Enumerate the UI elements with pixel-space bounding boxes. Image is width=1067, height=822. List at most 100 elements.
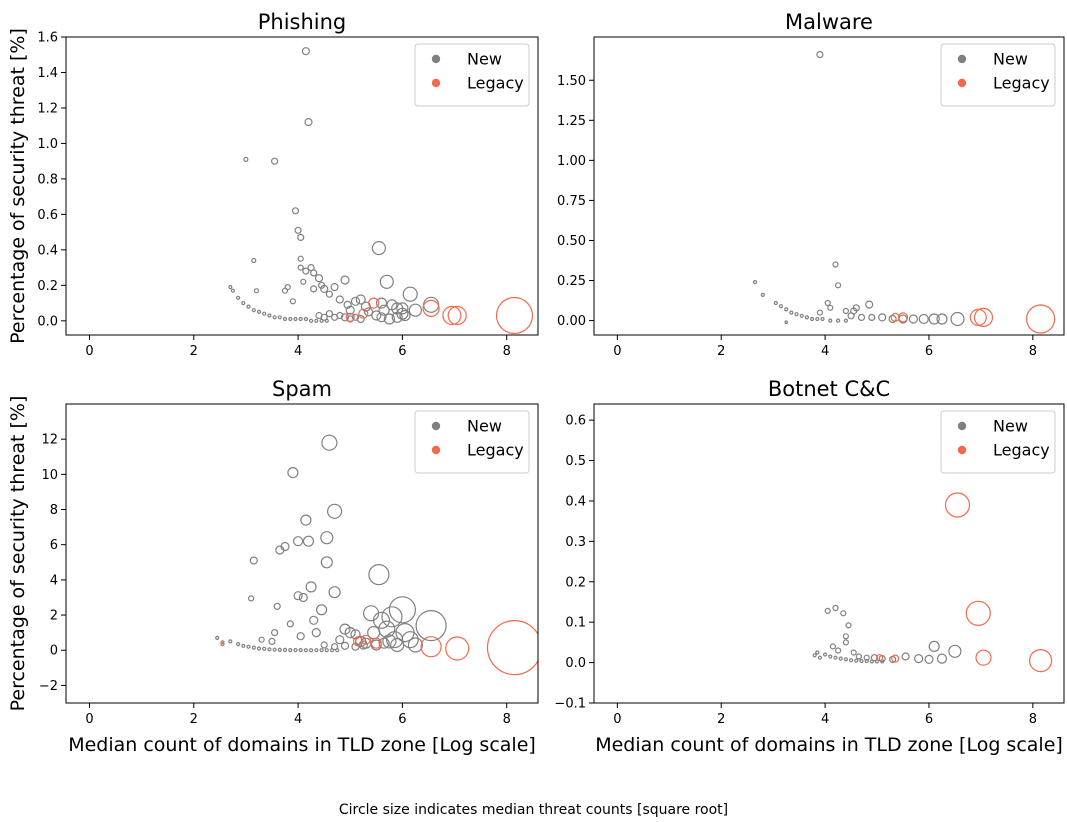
data-point-legacy <box>486 620 538 676</box>
data-point-new <box>280 541 290 552</box>
chart-title: Phishing <box>258 10 347 34</box>
x-tick-label: 6 <box>925 712 933 727</box>
y-tick-label: 12 <box>41 433 58 448</box>
data-point-new <box>928 313 940 325</box>
data-point-new <box>248 595 255 602</box>
data-point-legacy <box>442 305 462 326</box>
data-point-legacy <box>358 308 369 319</box>
y-tick-label: 0.0 <box>37 314 58 329</box>
data-point-new <box>908 314 919 324</box>
y-tick-label: 0 <box>50 644 58 659</box>
data-point-new <box>314 274 324 283</box>
y-tick-label: 1.4 <box>37 66 58 81</box>
data-point-new <box>343 300 352 309</box>
data-point-new <box>396 307 409 320</box>
x-tick-label: 6 <box>398 344 406 359</box>
data-point-new <box>309 648 314 653</box>
legend-label-legacy: Legacy <box>467 74 524 93</box>
data-point-new <box>812 653 817 658</box>
y-axis-label: Percentage of security threat [%] <box>7 28 29 344</box>
data-point-new <box>256 646 262 651</box>
data-point-new <box>330 283 339 292</box>
data-point-new <box>251 645 256 650</box>
data-point-new <box>220 640 225 645</box>
y-tick-label: 6 <box>50 538 58 553</box>
data-point-new <box>320 531 334 545</box>
data-point-new <box>277 647 282 653</box>
data-point-new <box>863 654 870 661</box>
data-point-new <box>262 646 267 651</box>
y-tick-label: 1.25 <box>557 114 586 129</box>
data-point-new <box>363 307 374 317</box>
data-point-new <box>784 307 789 312</box>
data-point-new <box>855 653 863 660</box>
data-point-new <box>363 605 380 622</box>
data-point-new <box>824 299 831 307</box>
legend-label-legacy: Legacy <box>993 74 1050 93</box>
data-point-new <box>297 233 305 241</box>
x-axis-label: Median count of domains in TLD zone [Log… <box>68 734 536 756</box>
data-point-new <box>294 226 302 234</box>
legend-label-legacy: Legacy <box>467 441 524 460</box>
data-point-new <box>842 639 850 646</box>
data-point-new <box>828 318 833 323</box>
x-tick-label: 4 <box>294 712 302 727</box>
y-tick-label: 0.25 <box>557 274 586 289</box>
data-point-new <box>901 652 910 661</box>
data-point-new <box>314 648 319 653</box>
data-point-new <box>789 310 794 315</box>
data-point-new <box>351 642 360 651</box>
x-tick-label: 6 <box>925 344 933 359</box>
data-point-new <box>834 647 842 654</box>
data-point-new <box>289 298 296 305</box>
y-tick-label: 0.6 <box>37 208 58 223</box>
data-point-new <box>314 318 319 323</box>
data-point-new <box>304 117 313 127</box>
data-point-new <box>838 656 843 661</box>
data-point-new <box>824 607 831 615</box>
plot-area <box>228 47 534 335</box>
data-point-new <box>287 467 299 479</box>
data-point-new <box>319 648 324 653</box>
data-point-new <box>215 635 220 641</box>
data-point-legacy <box>965 600 991 626</box>
legend-marker-new <box>431 421 441 431</box>
data-point-new <box>842 633 850 640</box>
data-point-legacy <box>1028 648 1053 673</box>
y-tick-label: −2 <box>39 679 58 694</box>
data-point-legacy <box>897 312 909 323</box>
data-point-new <box>848 658 854 663</box>
y-tick-label: 1.2 <box>37 101 58 116</box>
legend-marker-legacy <box>431 78 441 88</box>
axes-frame <box>65 36 539 336</box>
data-point-new <box>865 300 874 309</box>
data-point-new <box>301 47 310 56</box>
data-point-legacy <box>495 296 534 335</box>
data-point-new <box>375 297 388 309</box>
data-point-new <box>408 303 422 317</box>
legend-box <box>414 43 530 107</box>
data-point-new <box>817 655 823 660</box>
data-point-new <box>845 622 852 629</box>
legend-label-new: New <box>467 417 502 436</box>
data-point-new <box>371 241 386 256</box>
data-point-new <box>296 632 305 641</box>
data-point-new <box>293 536 304 547</box>
legend: New Legacy <box>414 43 530 107</box>
data-point-new <box>236 641 241 647</box>
data-point-legacy <box>360 634 371 645</box>
chart-title: Botnet C&C <box>768 377 890 401</box>
legend: New Legacy <box>940 43 1056 107</box>
data-point-new <box>833 655 838 660</box>
legend-box <box>414 410 530 474</box>
data-point-new <box>302 535 315 547</box>
data-point-legacy <box>445 636 470 661</box>
axes-frame <box>593 403 1065 704</box>
data-point-new <box>840 610 847 617</box>
data-point-new <box>273 602 281 610</box>
data-point-new <box>401 631 419 649</box>
data-point-new <box>282 316 288 322</box>
x-tick-label: 6 <box>398 712 406 727</box>
data-point-new <box>297 255 304 262</box>
legend-marker-new <box>957 54 967 64</box>
